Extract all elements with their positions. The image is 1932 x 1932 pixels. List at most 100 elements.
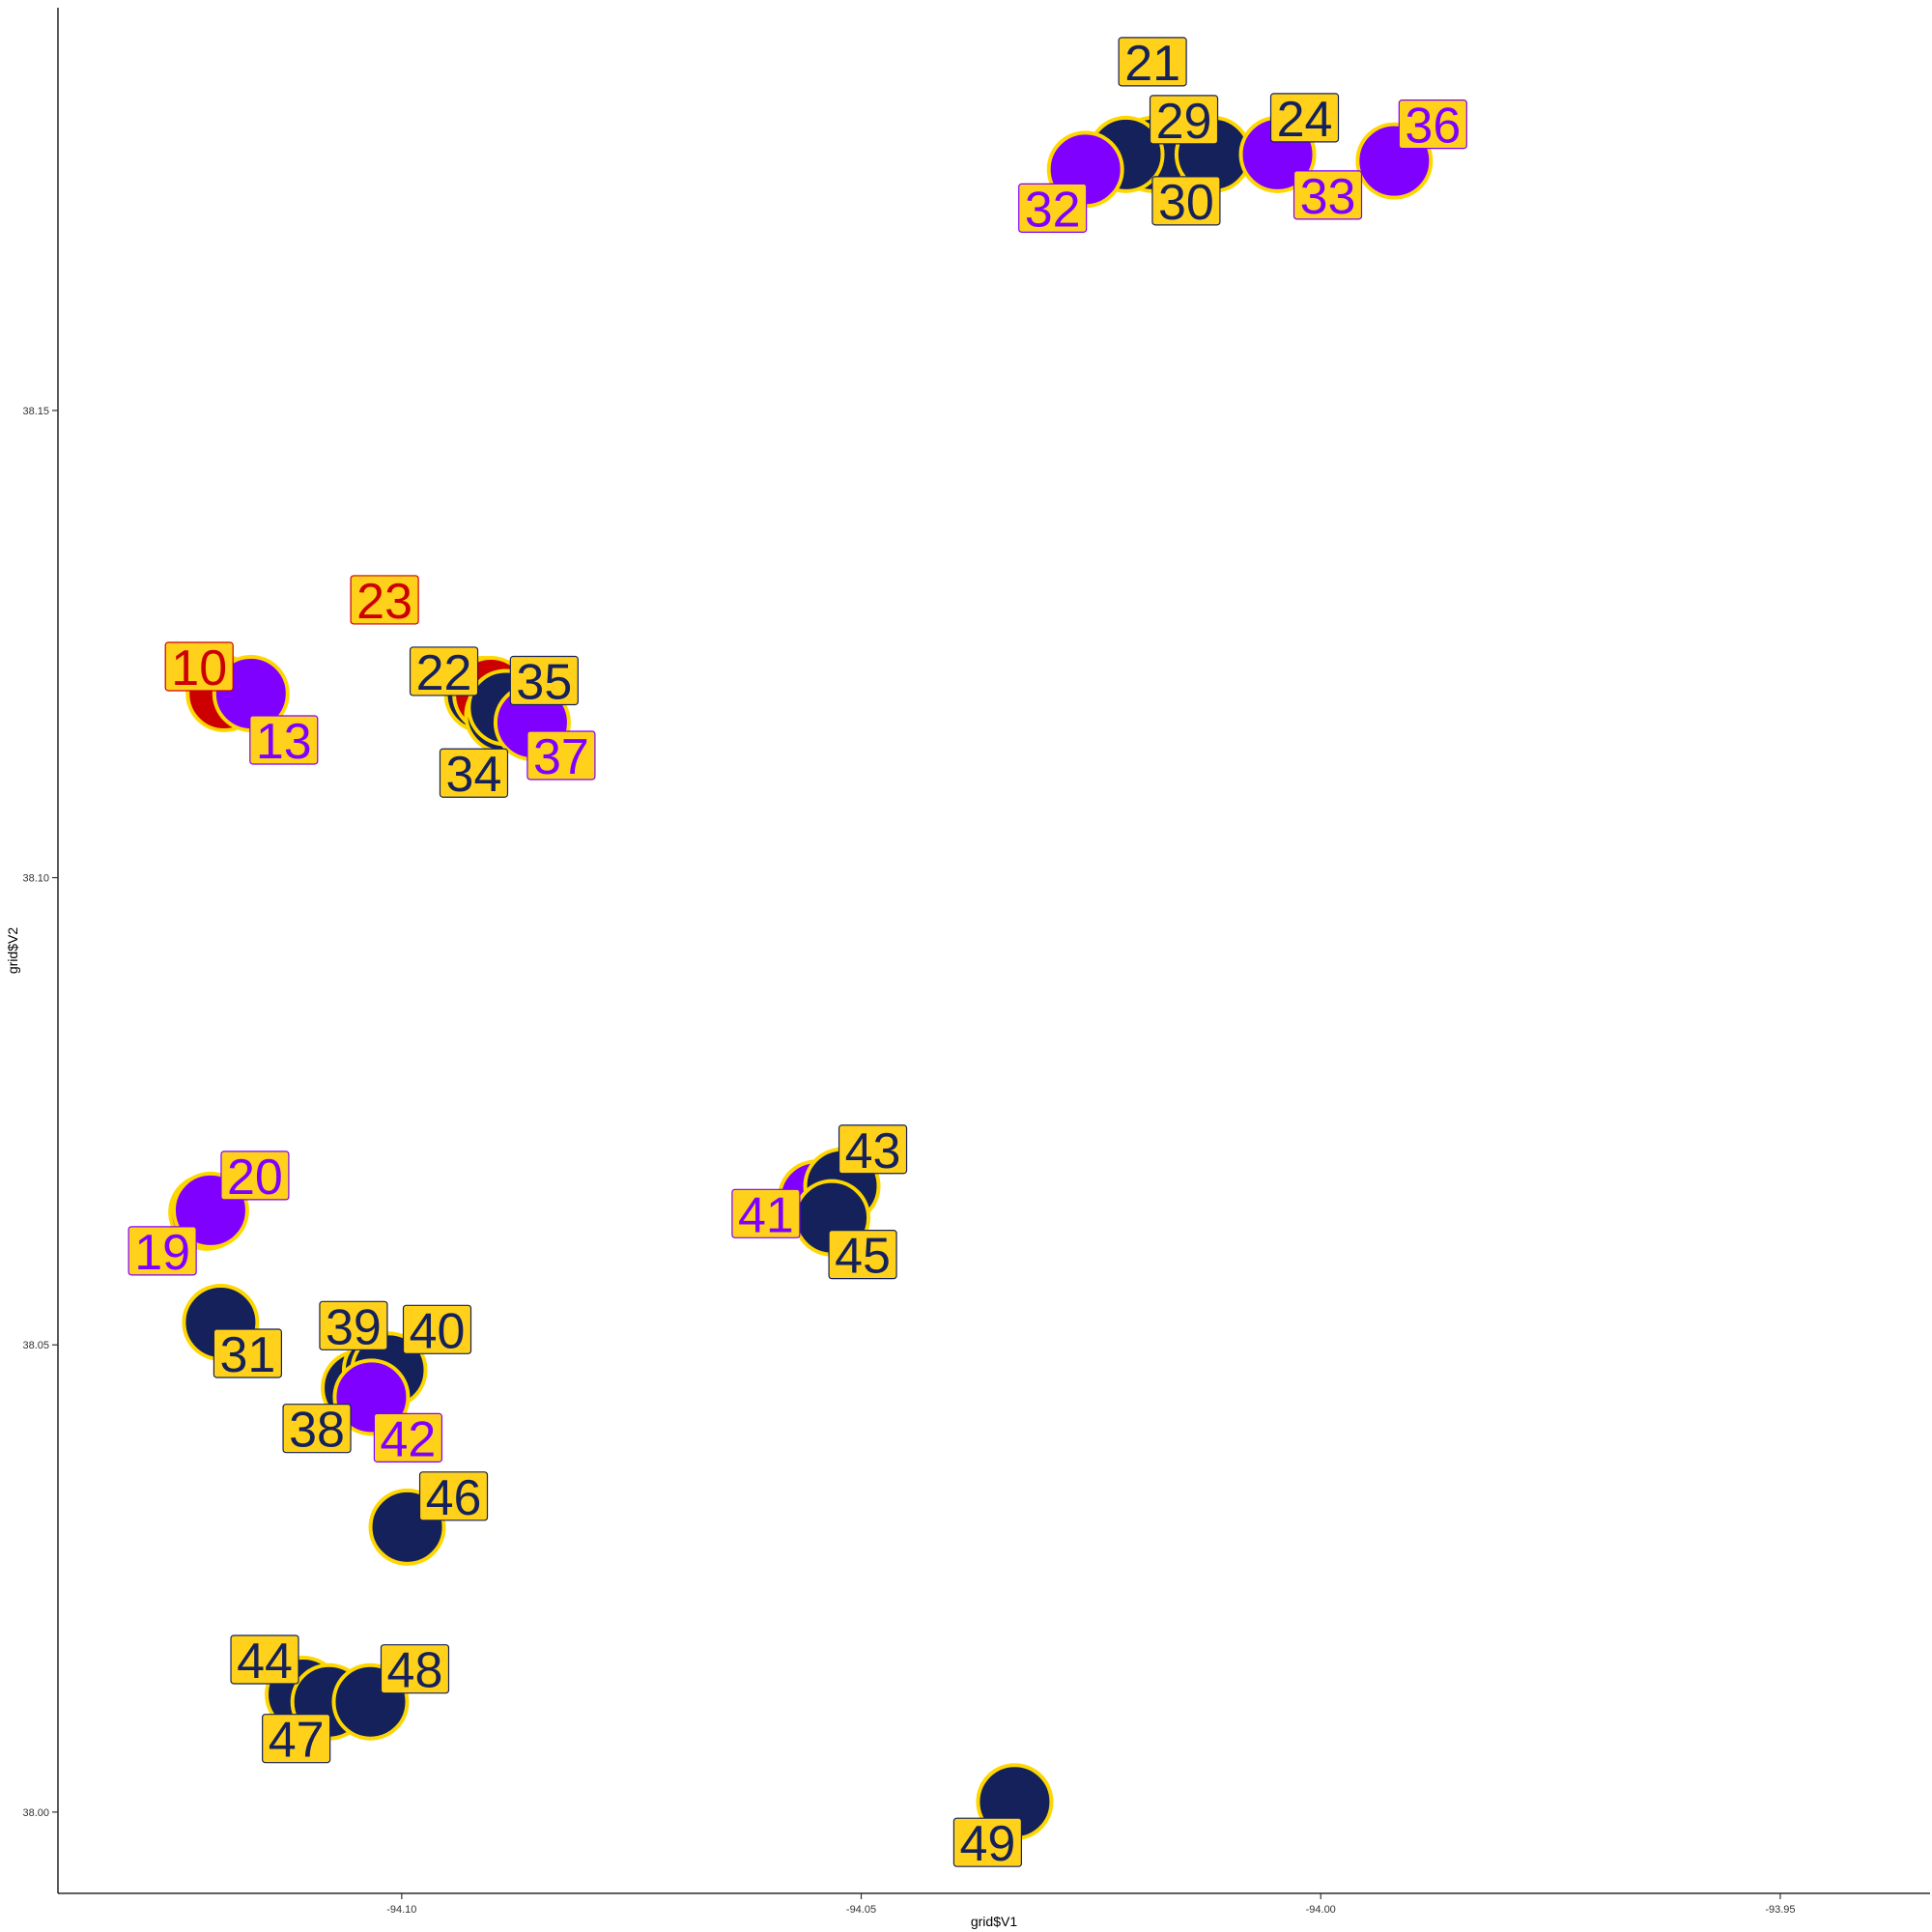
point-label-box bbox=[1018, 183, 1088, 233]
point-label-text: 35 bbox=[516, 655, 572, 711]
y-axis-ticks: 38.00 38.05 38.10 38.15 bbox=[22, 406, 58, 1819]
point-label-text: 21 bbox=[1124, 36, 1180, 92]
x-tick-label: -93.95 bbox=[1765, 1904, 1795, 1916]
point-40-label: 40 bbox=[402, 1303, 472, 1359]
point-label-box bbox=[526, 730, 596, 781]
point-41-label: 41 bbox=[731, 1187, 801, 1243]
point-33-label: 33 bbox=[1293, 169, 1363, 225]
point-29-label: 29 bbox=[1149, 94, 1219, 150]
point-label-text: 37 bbox=[533, 729, 589, 785]
point-38-label: 38 bbox=[282, 1403, 352, 1459]
point-label-text: 30 bbox=[1158, 175, 1214, 231]
point-21-label: 21 bbox=[1118, 36, 1187, 92]
point-label-text: 13 bbox=[256, 714, 312, 770]
point-23-label: 23 bbox=[350, 574, 419, 630]
x-axis-ticks: -94.10 -94.05 -94.00 -93.95 bbox=[386, 1893, 1796, 1916]
point-label-box bbox=[1398, 99, 1467, 150]
point-label-text: 19 bbox=[134, 1225, 190, 1281]
point-label-text: 32 bbox=[1025, 182, 1081, 238]
y-tick-label: 38.00 bbox=[22, 1807, 49, 1819]
point-label-box bbox=[418, 1471, 489, 1521]
point-label-text: 45 bbox=[835, 1229, 891, 1285]
point-label-box bbox=[282, 1404, 352, 1454]
point-label-text: 49 bbox=[959, 1816, 1015, 1872]
point-19-label: 19 bbox=[128, 1225, 197, 1281]
point-47-label: 47 bbox=[262, 1713, 331, 1769]
point-20-label: 20 bbox=[220, 1150, 290, 1206]
point-32-label: 32 bbox=[1018, 182, 1088, 238]
point-label-text: 44 bbox=[237, 1634, 293, 1690]
point-label-text: 46 bbox=[426, 1470, 482, 1526]
point-30-label: 30 bbox=[1151, 175, 1221, 231]
point-label-box bbox=[1149, 95, 1219, 145]
y-tick-label: 38.10 bbox=[22, 873, 49, 885]
point-label-box bbox=[249, 715, 319, 765]
point-label-text: 31 bbox=[219, 1327, 275, 1383]
point-label-box bbox=[731, 1188, 801, 1238]
y-tick-label: 38.05 bbox=[22, 1340, 49, 1351]
point-label-text: 29 bbox=[1156, 94, 1212, 150]
point-label-box bbox=[952, 1817, 1023, 1867]
point-label-box bbox=[828, 1230, 897, 1280]
point-label-text: 42 bbox=[381, 1411, 437, 1467]
point-label-box bbox=[373, 1412, 443, 1463]
point-label-text: 33 bbox=[1300, 169, 1356, 225]
point-24-label: 24 bbox=[1269, 92, 1340, 148]
point-label-box bbox=[128, 1226, 197, 1276]
point-label-text: 34 bbox=[446, 747, 502, 803]
x-tick-label: -94.00 bbox=[1306, 1904, 1336, 1916]
point-34-label: 34 bbox=[439, 747, 509, 803]
point-label-text: 10 bbox=[171, 640, 227, 696]
point-label-text: 39 bbox=[326, 1299, 382, 1355]
point-label-box bbox=[380, 1644, 450, 1694]
point-label-text: 36 bbox=[1405, 99, 1461, 155]
point-49-label: 49 bbox=[952, 1816, 1023, 1872]
point-label-text: 48 bbox=[387, 1643, 443, 1699]
point-label-box bbox=[319, 1300, 388, 1350]
point-label-box bbox=[402, 1304, 472, 1354]
point-label-text: 24 bbox=[1277, 92, 1333, 148]
point-label-box bbox=[262, 1714, 331, 1764]
point-label-box bbox=[409, 646, 479, 696]
x-tick-label: -94.10 bbox=[386, 1904, 416, 1916]
point-label-box bbox=[164, 641, 234, 692]
point-label-text: 47 bbox=[269, 1713, 325, 1769]
point-45-label: 45 bbox=[828, 1229, 897, 1285]
point-46-label: 46 bbox=[418, 1470, 489, 1526]
point-36-label: 36 bbox=[1398, 99, 1467, 155]
point-35-label: 35 bbox=[509, 655, 579, 711]
point-label-box bbox=[1293, 170, 1363, 220]
point-label-box bbox=[350, 575, 419, 625]
point-label-box bbox=[838, 1124, 908, 1175]
point-37-label: 37 bbox=[526, 729, 596, 785]
x-axis-title: grid$V1 bbox=[971, 1914, 1017, 1929]
point-43-label: 43 bbox=[838, 1123, 908, 1179]
point-44-label: 44 bbox=[230, 1634, 299, 1690]
point-48-label: 48 bbox=[380, 1643, 450, 1699]
y-tick-label: 38.15 bbox=[22, 406, 49, 417]
point-label-box bbox=[230, 1634, 299, 1685]
point-label-text: 40 bbox=[410, 1303, 466, 1359]
point-39-label: 39 bbox=[319, 1299, 388, 1355]
point-label-box bbox=[509, 655, 579, 706]
point-label-box bbox=[220, 1151, 290, 1201]
point-label-text: 23 bbox=[356, 574, 412, 630]
point-label-box bbox=[213, 1328, 282, 1378]
point-22-label: 22 bbox=[409, 645, 479, 701]
point-label-text: 38 bbox=[289, 1403, 345, 1459]
point-label-box bbox=[439, 748, 509, 798]
point-label-text: 20 bbox=[227, 1150, 283, 1206]
x-tick-label: -94.05 bbox=[846, 1904, 876, 1916]
point-label-text: 43 bbox=[845, 1123, 901, 1179]
point-label-box bbox=[1118, 37, 1187, 87]
point-42-label: 42 bbox=[373, 1411, 443, 1467]
y-axis-title: grid$V2 bbox=[5, 927, 20, 974]
point-label-text: 41 bbox=[738, 1187, 794, 1243]
point-31-label: 31 bbox=[213, 1327, 282, 1383]
point-label-text: 22 bbox=[416, 645, 472, 701]
point-label-box bbox=[1269, 93, 1340, 143]
point-10-label: 10 bbox=[164, 640, 234, 696]
point-layer bbox=[168, 115, 1434, 1841]
